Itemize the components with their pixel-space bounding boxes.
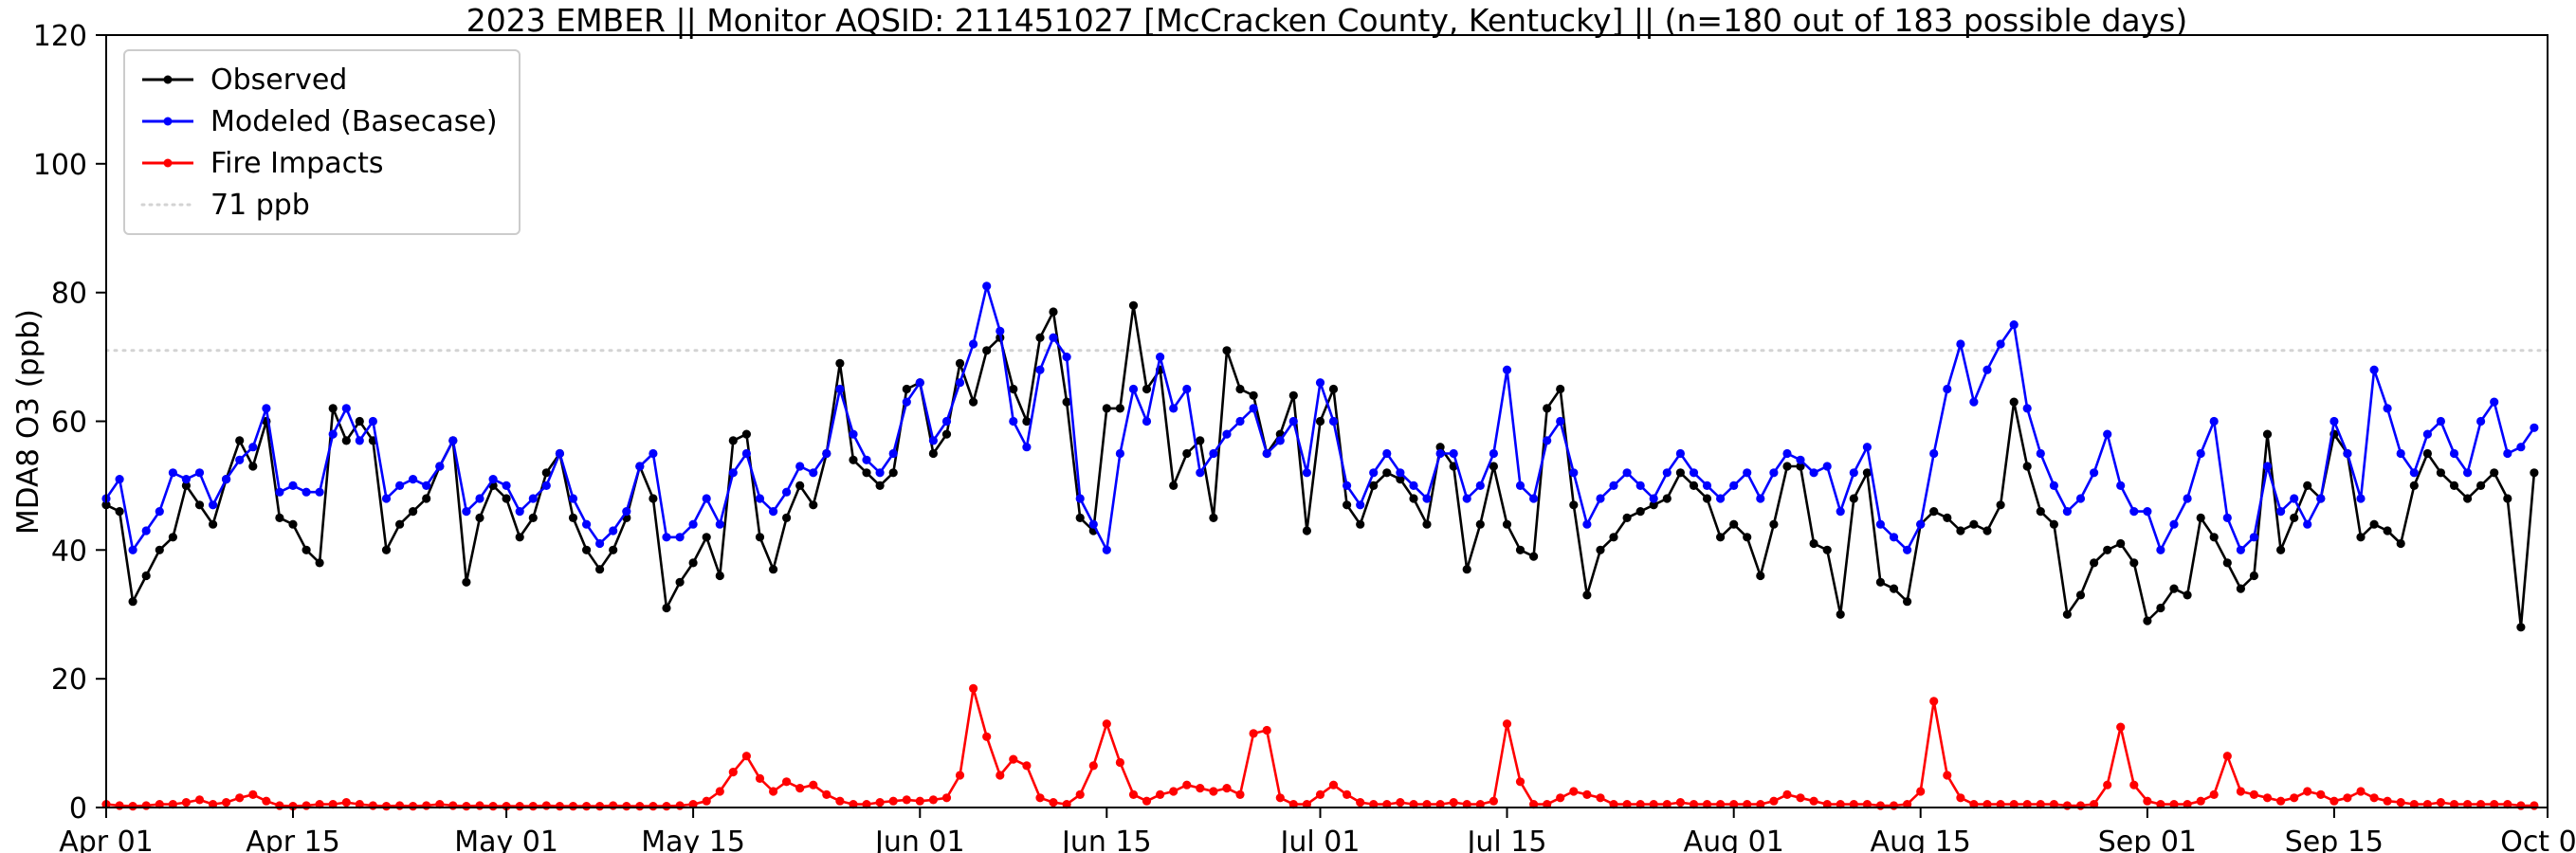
x-tick-label: Oct 01	[2500, 826, 2576, 853]
legend-label-fire: Fire Impacts	[210, 146, 384, 180]
legend-line-reference-icon	[140, 198, 195, 211]
series-markers-2	[101, 683, 2539, 811]
legend-item-reference: 71 ppb	[140, 186, 498, 224]
x-tick-label: Sep 01	[2098, 826, 2197, 853]
legend-line-observed-icon	[140, 73, 195, 86]
legend-line-modeled-icon	[140, 115, 195, 128]
x-tick-label: May 15	[641, 826, 745, 853]
legend-item-fire: Fire Impacts	[140, 144, 498, 182]
y-tick-label: 0	[69, 792, 87, 826]
y-tick-label: 120	[33, 20, 87, 53]
legend-item-modeled: Modeled (Basecase)	[140, 102, 498, 140]
x-tick-label: May 01	[454, 826, 558, 853]
y-tick-label: 80	[51, 278, 87, 311]
legend: Observed Modeled (Basecase) Fire Impacts…	[123, 49, 521, 235]
x-tick-label: Aug 15	[1871, 826, 1971, 853]
x-tick-label: Jul 01	[1279, 826, 1361, 853]
legend-label-observed: Observed	[210, 63, 348, 97]
x-tick-label: Apr 15	[246, 826, 340, 853]
x-tick-label: Jun 15	[1060, 826, 1152, 853]
x-tick-label: Jun 01	[873, 826, 965, 853]
legend-item-observed: Observed	[140, 61, 498, 99]
legend-label-modeled: Modeled (Basecase)	[210, 104, 498, 138]
y-tick-label: 20	[51, 663, 87, 697]
series-line-2	[105, 687, 2534, 808]
legend-line-fire-icon	[140, 156, 195, 170]
x-tick-label: Apr 01	[59, 826, 154, 853]
chart-title: 2023 EMBER || Monitor AQSID: 211451027 […	[466, 2, 2188, 39]
x-tick-label: Sep 15	[2285, 826, 2384, 853]
y-tick-label: 40	[51, 535, 87, 568]
series-markers-0	[101, 300, 2539, 632]
series-line-0	[105, 303, 2536, 629]
y-tick-label: 60	[51, 407, 87, 440]
legend-label-reference: 71 ppb	[210, 188, 310, 222]
x-tick-label: Aug 01	[1684, 826, 1784, 853]
x-tick-label: Jul 15	[1466, 826, 1547, 853]
y-tick-label: 100	[33, 149, 87, 182]
